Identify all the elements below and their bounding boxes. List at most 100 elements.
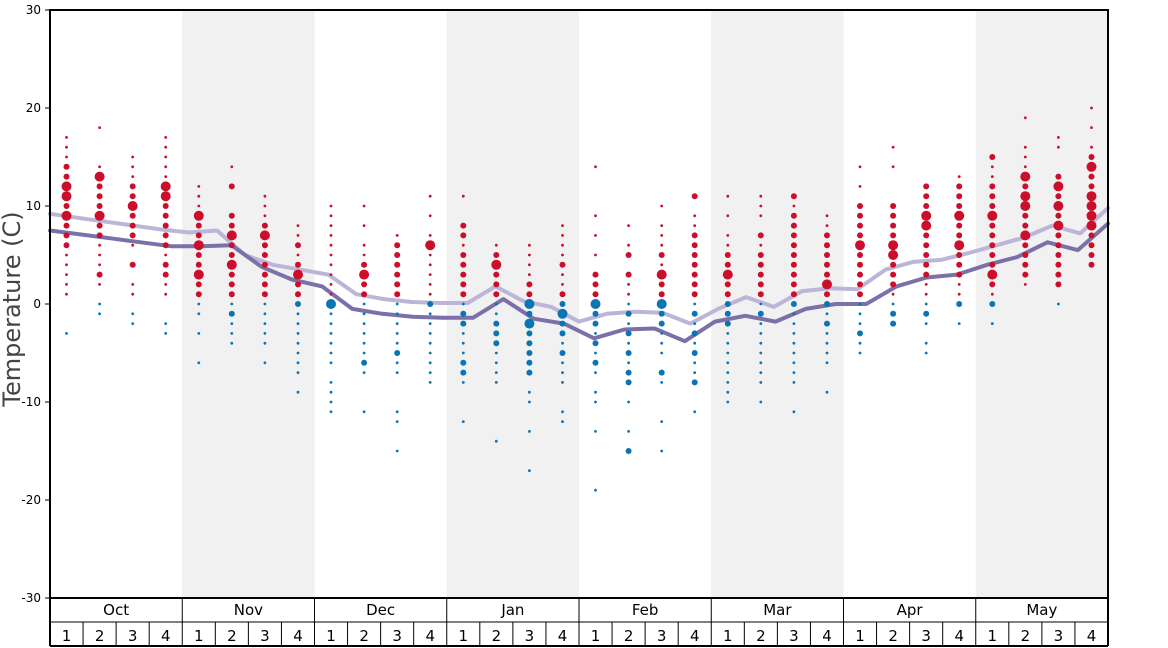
data-point bbox=[94, 210, 105, 221]
data-point bbox=[759, 371, 763, 374]
x-axis: Oct 1 2 3 4 Nov 1 2 3 4 Dec 1 2 3 4 Jan 1 2 3 4 Feb 1 2 3 4 Mar 1 2… bbox=[49, 598, 1109, 647]
data-point bbox=[197, 194, 201, 198]
week-label: 3 bbox=[921, 627, 931, 645]
data-point bbox=[759, 204, 763, 208]
data-point bbox=[1055, 242, 1062, 249]
data-point bbox=[561, 420, 564, 423]
data-point bbox=[1055, 212, 1062, 219]
data-point bbox=[660, 204, 664, 208]
data-point bbox=[65, 145, 68, 149]
data-point bbox=[160, 191, 171, 202]
data-point bbox=[428, 214, 432, 218]
data-point bbox=[261, 281, 268, 288]
data-point bbox=[261, 252, 268, 258]
data-point bbox=[461, 302, 465, 306]
data-point bbox=[164, 155, 168, 159]
data-point bbox=[858, 165, 862, 169]
data-point bbox=[1055, 173, 1062, 180]
week-label: 3 bbox=[260, 627, 270, 645]
data-point bbox=[65, 273, 68, 276]
data-point bbox=[691, 193, 698, 200]
data-point bbox=[726, 381, 730, 384]
data-point bbox=[127, 201, 138, 211]
data-point bbox=[1020, 230, 1031, 241]
data-point bbox=[460, 271, 467, 278]
data-point bbox=[691, 310, 698, 317]
data-point bbox=[790, 212, 797, 219]
data-point bbox=[1020, 171, 1031, 182]
data-point bbox=[956, 222, 963, 229]
week-label: 2 bbox=[359, 627, 369, 645]
week-label: 1 bbox=[459, 627, 469, 645]
data-point bbox=[65, 155, 68, 159]
data-point bbox=[61, 210, 72, 221]
data-point bbox=[228, 281, 235, 288]
data-point bbox=[759, 332, 763, 335]
data-point bbox=[822, 279, 832, 290]
data-point bbox=[394, 242, 401, 249]
month-label-oct: Oct bbox=[103, 601, 129, 619]
week-label: 1 bbox=[326, 627, 336, 645]
data-point bbox=[259, 230, 270, 241]
data-point bbox=[395, 234, 399, 237]
data-point bbox=[1022, 242, 1029, 249]
data-point bbox=[428, 361, 432, 365]
data-point bbox=[460, 320, 467, 327]
data-point bbox=[660, 381, 664, 384]
data-point bbox=[857, 330, 863, 337]
data-point bbox=[362, 253, 366, 257]
data-point bbox=[757, 252, 764, 258]
data-point bbox=[627, 224, 630, 228]
data-point bbox=[329, 224, 333, 228]
data-point bbox=[956, 252, 963, 258]
data-point bbox=[759, 341, 763, 345]
week-label: 2 bbox=[227, 627, 237, 645]
data-point bbox=[1055, 193, 1062, 200]
data-point bbox=[228, 310, 235, 317]
data-point bbox=[362, 302, 366, 306]
data-point bbox=[427, 301, 434, 307]
data-point bbox=[989, 154, 996, 160]
data-point bbox=[131, 165, 135, 169]
data-point bbox=[428, 312, 432, 316]
data-point bbox=[493, 271, 500, 278]
data-point bbox=[394, 261, 401, 268]
data-point bbox=[329, 400, 333, 404]
data-point bbox=[1055, 252, 1062, 258]
data-point bbox=[561, 253, 564, 257]
data-point bbox=[825, 312, 829, 316]
data-point bbox=[1022, 271, 1029, 278]
data-point bbox=[94, 171, 105, 182]
data-point bbox=[660, 341, 664, 345]
data-point bbox=[295, 261, 301, 268]
data-point bbox=[195, 252, 202, 258]
data-point bbox=[627, 243, 630, 247]
data-point bbox=[230, 322, 234, 325]
week-label: 1 bbox=[62, 627, 72, 645]
data-point bbox=[693, 302, 697, 306]
data-point bbox=[1088, 183, 1095, 190]
data-point bbox=[1022, 261, 1029, 268]
data-point bbox=[825, 224, 829, 228]
data-point bbox=[726, 234, 730, 237]
data-point bbox=[228, 183, 235, 190]
data-point bbox=[65, 332, 68, 335]
week-label: 4 bbox=[690, 627, 700, 645]
data-point bbox=[129, 232, 136, 239]
data-point bbox=[590, 299, 601, 309]
y-tick-label: 20 bbox=[26, 101, 41, 115]
data-point bbox=[561, 234, 564, 237]
y-tick-label: -20 bbox=[21, 493, 41, 507]
data-point bbox=[261, 242, 268, 249]
data-point bbox=[561, 410, 564, 414]
data-point bbox=[494, 351, 498, 355]
data-point bbox=[594, 400, 597, 404]
data-point bbox=[825, 341, 829, 345]
data-point bbox=[956, 193, 963, 200]
week-label: 4 bbox=[822, 627, 832, 645]
data-point bbox=[362, 371, 366, 374]
data-point bbox=[923, 203, 930, 209]
month-label-nov: Nov bbox=[234, 601, 263, 619]
week-label: 3 bbox=[1054, 627, 1064, 645]
data-point bbox=[461, 351, 465, 355]
